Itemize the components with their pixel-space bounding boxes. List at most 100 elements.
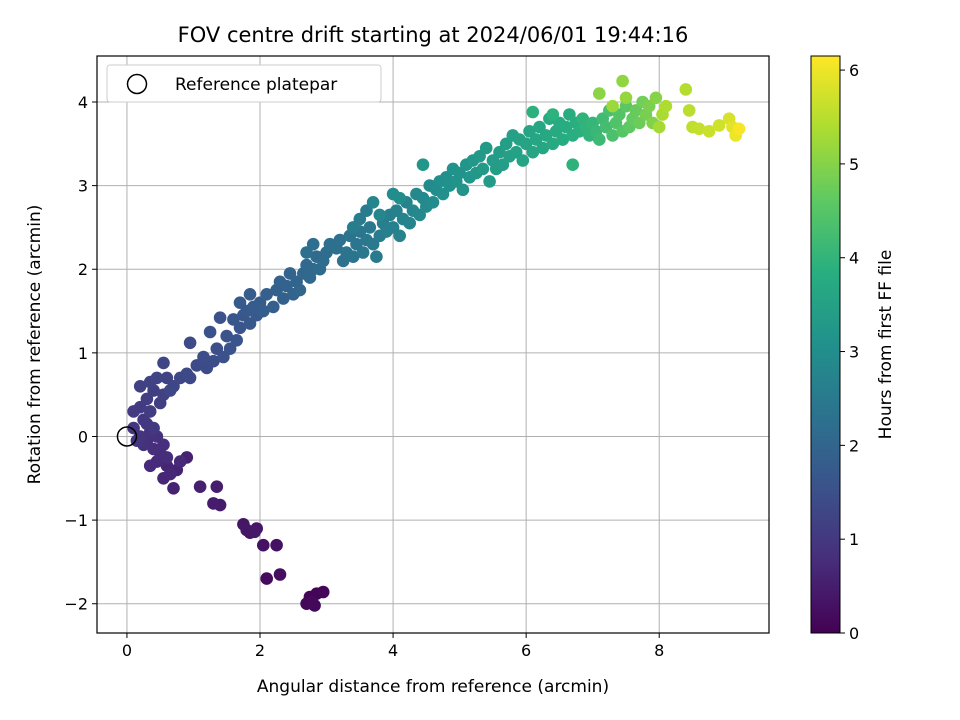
data-point <box>306 237 320 251</box>
data-point <box>143 459 157 473</box>
data-point <box>566 158 579 171</box>
data-point <box>732 122 746 136</box>
data-point <box>260 288 274 301</box>
data-point <box>346 250 360 263</box>
data-point <box>692 122 706 136</box>
data-point <box>243 317 257 330</box>
data-point <box>183 336 197 350</box>
data-point <box>150 371 164 385</box>
colorbar: 0 1 2 3 4 5 6 Hours from first FF file <box>810 55 896 643</box>
colorbar-tick-label: 6 <box>849 61 859 80</box>
data-point <box>133 380 147 393</box>
legend-marker-reference <box>126 73 148 95</box>
data-point <box>277 292 290 305</box>
data-point <box>143 405 157 418</box>
data-point <box>536 141 550 155</box>
data-point <box>210 480 224 494</box>
data-point <box>346 221 360 234</box>
data-point <box>642 99 656 113</box>
data-point <box>393 191 407 205</box>
legend-label-reference: Reference platepar <box>175 75 337 95</box>
data-point <box>366 237 380 251</box>
y-axis-label: Rotation from reference (arcmin) <box>25 205 45 485</box>
data-points <box>127 74 746 612</box>
data-point <box>163 384 177 397</box>
data-point <box>163 467 177 481</box>
data-point <box>270 538 283 552</box>
data-point <box>207 497 220 510</box>
data-point <box>363 221 377 234</box>
data-point <box>370 250 383 263</box>
data-point <box>702 125 716 138</box>
data-point <box>526 145 540 159</box>
data-point <box>366 196 380 209</box>
data-point <box>546 137 560 151</box>
grid-lines <box>97 56 769 633</box>
y-tick-label: −1 <box>64 511 88 530</box>
data-point <box>173 455 187 468</box>
data-point <box>453 166 466 180</box>
data-point <box>606 99 619 113</box>
data-point <box>546 108 560 121</box>
data-point <box>476 162 490 176</box>
x-tick-label: 4 <box>388 641 398 660</box>
x-axis-label: Angular distance from reference (arcmin) <box>257 677 609 697</box>
data-point <box>167 482 180 495</box>
legend-box <box>106 64 382 103</box>
data-point <box>593 133 606 146</box>
data-point <box>356 246 370 259</box>
data-point <box>619 91 633 105</box>
data-point <box>127 421 140 435</box>
data-point <box>629 104 643 117</box>
data-point <box>373 208 387 222</box>
colorbar-tick-label: 1 <box>849 530 859 549</box>
chart-title: FOV centre drift starting at 2024/06/01 … <box>178 23 689 47</box>
data-point <box>606 129 619 142</box>
data-point <box>203 325 217 339</box>
data-point <box>230 334 243 347</box>
data-point <box>652 120 666 134</box>
data-point <box>180 367 194 381</box>
y-tick-label: −2 <box>64 595 88 614</box>
data-point <box>333 233 347 247</box>
y-tick-label: 3 <box>78 177 88 196</box>
data-point <box>416 158 430 171</box>
colorbar-gradient <box>810 55 841 634</box>
data-point <box>207 354 220 368</box>
y-tick-label: 2 <box>78 260 88 279</box>
data-point <box>516 154 530 167</box>
data-point <box>147 421 160 435</box>
data-point <box>403 216 417 230</box>
data-point <box>257 538 270 552</box>
data-point <box>390 204 403 217</box>
data-point <box>659 99 673 113</box>
data-point <box>257 304 270 318</box>
data-point <box>616 74 629 88</box>
data-point <box>712 119 726 132</box>
data-point <box>267 300 280 314</box>
colorbar-tick-label: 2 <box>849 436 859 455</box>
data-point <box>316 585 330 599</box>
y-axis-ticks: −2 −1 0 1 2 3 4 <box>64 93 97 614</box>
y-tick-label: 4 <box>78 93 88 112</box>
data-point <box>248 525 261 539</box>
colorbar-tick-label: 0 <box>849 624 859 643</box>
y-tick-label: 1 <box>78 344 88 363</box>
data-point <box>157 356 170 370</box>
data-point <box>479 141 493 155</box>
colorbar-tick-label: 5 <box>849 155 859 174</box>
data-point <box>305 595 319 609</box>
data-point <box>556 133 569 146</box>
data-point <box>539 129 553 142</box>
data-point <box>260 572 274 585</box>
data-point <box>519 137 533 151</box>
reference-marker <box>116 426 138 447</box>
data-point <box>293 283 307 297</box>
data-point <box>493 145 506 159</box>
colorbar-tick-label: 4 <box>849 249 859 268</box>
x-tick-label: 2 <box>255 641 265 660</box>
data-point <box>243 288 257 301</box>
data-point <box>190 359 204 372</box>
data-point <box>593 87 606 100</box>
